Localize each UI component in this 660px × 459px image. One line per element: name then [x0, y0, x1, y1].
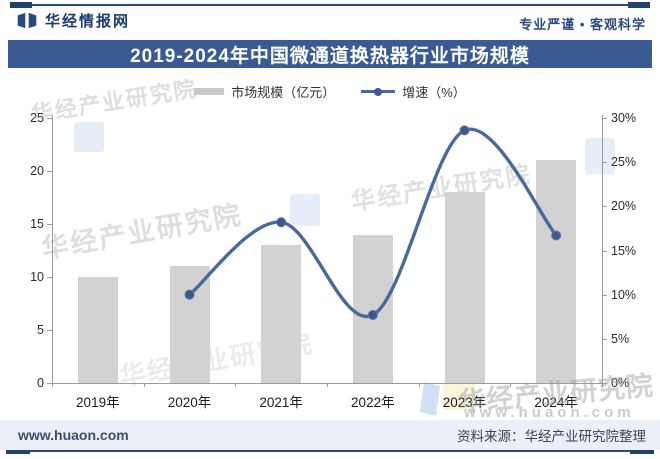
y-axis-right-label: 15% [611, 243, 637, 258]
bar-swatch-icon [194, 88, 225, 95]
x-axis-tick [510, 383, 512, 387]
y-axis-left-label: 5 [37, 323, 44, 337]
bottom-divider-cap-right [630, 448, 654, 454]
x-axis-label: 2023年 [442, 395, 487, 410]
y-axis-left-tick [47, 277, 52, 278]
bar-2020年 [169, 266, 210, 383]
x-axis-tick [327, 383, 328, 387]
footer-source-note: 资料来源：华经产业研究院整理 [457, 429, 646, 444]
page-title: 2019-2024年中国微通道换热器行业市场规模 [130, 45, 530, 67]
bar-2021年 [261, 245, 302, 383]
y-axis-right-label: 20% [611, 199, 637, 214]
y-axis-left-label: 20 [30, 164, 44, 178]
y-axis-left-label: 15 [30, 217, 44, 231]
y-axis-left-tick [47, 118, 52, 119]
y-axis-right-label: 25% [611, 155, 637, 170]
legend-bar-label: 市场规模（亿元） [231, 85, 336, 100]
title-banner: 2019-2024年中国微通道换热器行业市场规模 [8, 40, 652, 68]
footer-site-link[interactable]: www.huaon.com [18, 427, 129, 443]
y-axis-right-label: 10% [611, 287, 637, 302]
y-axis-left-label: 25 [30, 111, 44, 125]
legend-line-label: 增速（%） [402, 85, 466, 100]
y-axis-left-tick [47, 224, 52, 225]
top-divider-cap-left [10, 2, 32, 8]
y-axis-left-label: 10 [30, 270, 44, 284]
watermark-text: 华经产业研究院 [39, 199, 245, 265]
y-axis-right-tick [602, 383, 607, 384]
y-axis-right [602, 115, 603, 383]
footer: www.huaon.com 资料来源：华经产业研究院整理 [0, 420, 660, 450]
bottom-divider [12, 450, 648, 452]
top-divider [12, 4, 648, 6]
line-marker [276, 217, 287, 228]
bar-2022年 [352, 234, 393, 383]
x-axis-label: 2019年 [76, 395, 120, 410]
watermark-text: 华经产业研究院 [349, 160, 534, 217]
watermark-text: 华经产业研究院 [29, 75, 200, 127]
y-axis-left-label: 0 [37, 376, 44, 390]
y-axis-left-tick [47, 330, 52, 331]
legend-item-bar: 市场规模（亿元） [194, 82, 335, 101]
bar-2023年 [444, 192, 485, 383]
y-axis-right-tick [602, 250, 607, 252]
x-axis-label: 2021年 [259, 395, 303, 410]
brand-logo-lockup: 华经情报网 [16, 10, 130, 31]
line-swatch-icon [361, 87, 396, 96]
legend-item-line: 增速（%） [361, 82, 466, 101]
x-axis-label: 2024年 [534, 395, 578, 410]
chart-legend: 市场规模（亿元） 增速（%） [0, 82, 660, 101]
y-axis-left [52, 115, 53, 383]
y-axis-left-tick [47, 171, 52, 172]
y-axis-right-tick [602, 338, 607, 340]
y-axis-right-label: 5% [611, 331, 630, 346]
x-axis-tick [52, 383, 53, 387]
line-marker [459, 125, 470, 136]
x-axis-tick [418, 383, 420, 387]
bottom-divider-cap-left [6, 448, 30, 454]
x-axis-tick [143, 383, 145, 387]
top-divider-cap-right [628, 2, 650, 8]
y-axis-right-tick [602, 118, 607, 119]
bar-2024年 [536, 160, 577, 383]
y-axis-right-tick [602, 294, 607, 296]
book-logo-icon [16, 12, 38, 29]
x-axis-tick [602, 383, 603, 387]
x-axis-label: 2022年 [351, 395, 395, 410]
y-axis-right-tick [602, 162, 607, 164]
y-axis-right-label: 0% [611, 376, 630, 390]
y-axis-right-tick [602, 206, 607, 208]
x-axis-label: 2020年 [167, 395, 212, 410]
bar-2019年 [77, 277, 118, 383]
brand-name: 华经情报网 [45, 13, 131, 30]
header-slogan: 专业严谨 • 客观科学 [519, 17, 646, 32]
y-axis-left-tick [47, 383, 52, 384]
y-axis-right-label: 30% [611, 111, 637, 125]
x-axis-tick [235, 383, 237, 387]
